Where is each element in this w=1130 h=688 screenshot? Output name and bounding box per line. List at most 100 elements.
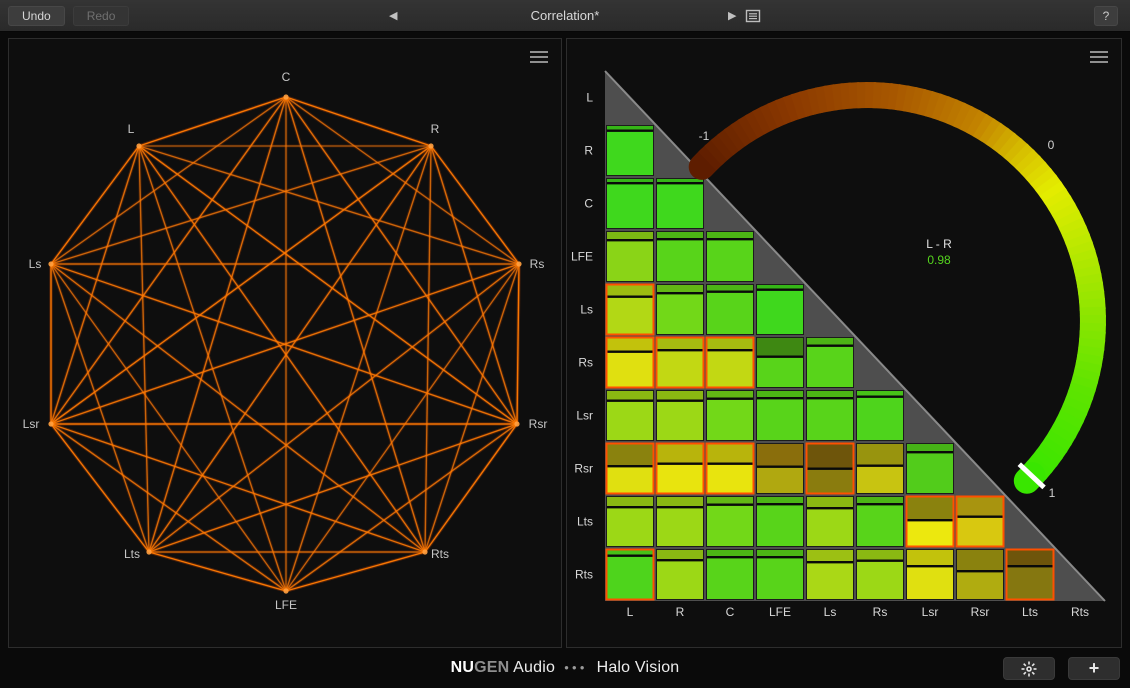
- correlation-indicator-line: [856, 503, 904, 506]
- web-panel-menu-icon[interactable]: [530, 51, 548, 63]
- web-node-Lts: [146, 549, 152, 555]
- correlation-indicator-line: [656, 462, 704, 465]
- list-icon: [745, 9, 761, 23]
- matrix-cell-C-R: [656, 178, 704, 229]
- correlation-indicator-line: [806, 397, 854, 400]
- view-list-icon[interactable]: [745, 8, 761, 24]
- redo-button[interactable]: Redo: [72, 5, 130, 26]
- matrix-col-label-Ls: Ls: [824, 605, 837, 619]
- gauge-arc: [688, 82, 1106, 494]
- matrix-cell-Lts-R: [656, 496, 704, 547]
- matrix-cell-Lsr-R: [656, 390, 704, 441]
- matrix-cell-LFE-L: [606, 231, 654, 282]
- web-edge-R-Rts: [424, 145, 432, 553]
- matrix-cell-Ls-C: [706, 284, 754, 335]
- web-node-label-L: L: [128, 122, 135, 136]
- footer-buttons: +: [1003, 657, 1120, 680]
- view-title: Correlation*: [530, 8, 600, 23]
- matrix-cell-Rs-Ls: [806, 337, 854, 388]
- web-node-label-Lsr: Lsr: [23, 417, 40, 431]
- matrix-cell-Rts-Rs: [856, 549, 904, 600]
- matrix-col-label-R: R: [676, 605, 685, 619]
- web-node-Rts: [422, 549, 428, 555]
- matrix-cell-Lts-C: [706, 496, 754, 547]
- matrix-cell-Rs-R: [655, 336, 705, 389]
- correlation-indicator-line: [606, 239, 654, 242]
- web-edge-Rts-LFE: [285, 551, 426, 592]
- gauge-readout: L - R 0.98: [877, 237, 1001, 267]
- settings-button[interactable]: [1003, 657, 1055, 680]
- matrix-cell-Lsr-Ls: [806, 390, 854, 441]
- web-edge-Lsr-Lts: [50, 423, 150, 553]
- prev-view-button[interactable]: ◀: [389, 10, 398, 22]
- web-node-Lsr: [48, 421, 54, 427]
- correlation-web-chart: C L R Ls Rs Lsr Rsr Lts Rts LFE: [23, 70, 548, 612]
- correlation-indicator-line: [906, 565, 954, 568]
- web-edge-C-Lts: [148, 96, 287, 553]
- matrix-col-label-Lts: Lts: [1022, 605, 1038, 619]
- correlation-indicator-line: [706, 556, 754, 559]
- matrix-col-label-C: C: [726, 605, 735, 619]
- brand-audio: Audio: [509, 659, 556, 676]
- undo-button[interactable]: Undo: [8, 5, 65, 26]
- matrix-cell-Ls-L: [605, 283, 655, 336]
- matrix-row-label-R: R: [584, 144, 593, 158]
- web-edge-R-LFE: [285, 145, 432, 592]
- correlation-indicator-line: [856, 464, 904, 467]
- correlation-indicator-line: [806, 467, 854, 470]
- matrix-cell-Rsr-L: [605, 442, 655, 495]
- matrix-cell-Lts-LFE: [756, 496, 804, 547]
- brand: NUGEN Audio ●●● Halo Vision: [451, 659, 680, 677]
- gauge-needle: [1017, 462, 1046, 490]
- matrix-row-label-C: C: [584, 197, 593, 211]
- matrix-cell-Rsr-Lsr: [906, 443, 954, 494]
- correlation-indicator-line: [656, 399, 704, 402]
- correlation-indicator-line: [656, 182, 704, 185]
- web-edge-Lsr-LFE: [50, 423, 287, 592]
- web-edge-Ls-Rts: [50, 263, 426, 553]
- correlation-indicator-line: [806, 561, 854, 564]
- web-edge-Ls-Lts: [50, 263, 150, 553]
- gauge-zero-label: 0: [1047, 138, 1055, 152]
- web-edge-Lsr-Rts: [50, 423, 426, 553]
- correlation-indicator-line: [806, 507, 854, 510]
- correlation-matrix-panel: L R C LFE Ls Rs Lsr Rsr Lts Rts L R C LFE Ls Rs Lsr Rsr Lt…: [566, 38, 1122, 648]
- correlation-indicator-line: [756, 465, 804, 468]
- correlation-indicator-line: [656, 292, 704, 295]
- web-node-LFE: [283, 588, 289, 594]
- matrix-hypotenuse: [604, 70, 1106, 602]
- help-button[interactable]: ?: [1094, 6, 1118, 26]
- web-edge-Rs-Rts: [424, 263, 520, 553]
- matrix-cell-Rsr-LFE: [756, 443, 804, 494]
- web-edge-L-Rts: [138, 145, 426, 553]
- matrix-row-label-Rs: Rs: [578, 356, 593, 370]
- web-edge-Rsr-Rts: [424, 423, 518, 553]
- plus-icon: +: [1088, 657, 1100, 678]
- matrix-cell-Lsr-LFE: [756, 390, 804, 441]
- next-view-button[interactable]: ▶: [728, 10, 737, 22]
- web-edge-C-Ls: [50, 96, 287, 265]
- correlation-indicator-line: [606, 465, 654, 468]
- correlation-indicator-line: [756, 556, 804, 559]
- matrix-cell-Rsr-Ls: [805, 442, 855, 495]
- web-node-Rsr: [514, 421, 520, 427]
- product-name: Halo Vision: [596, 659, 680, 676]
- matrix-cell-C-L: [606, 178, 654, 229]
- web-node-R: [428, 143, 434, 149]
- web-node-label-Rsr: Rsr: [529, 417, 548, 431]
- web-edge-L-Rsr: [138, 145, 518, 425]
- matrix-cell-Rs-L: [605, 336, 655, 389]
- correlation-indicator-line: [706, 290, 754, 293]
- gauge-min-label: -1: [698, 129, 710, 143]
- add-module-button[interactable]: +: [1068, 657, 1120, 680]
- web-edge-L-Ls: [50, 145, 140, 265]
- web-node-Rs: [516, 261, 522, 267]
- correlation-indicator-line: [956, 515, 1004, 518]
- matrix-cell-Lts-Rs: [856, 496, 904, 547]
- matrix-cell-R-L: [606, 125, 654, 176]
- web-edge-R-Lsr: [50, 145, 432, 425]
- matrix-panel-menu-icon[interactable]: [1090, 51, 1108, 63]
- correlation-indicator-line: [656, 349, 704, 352]
- correlation-indicator-line: [606, 554, 654, 557]
